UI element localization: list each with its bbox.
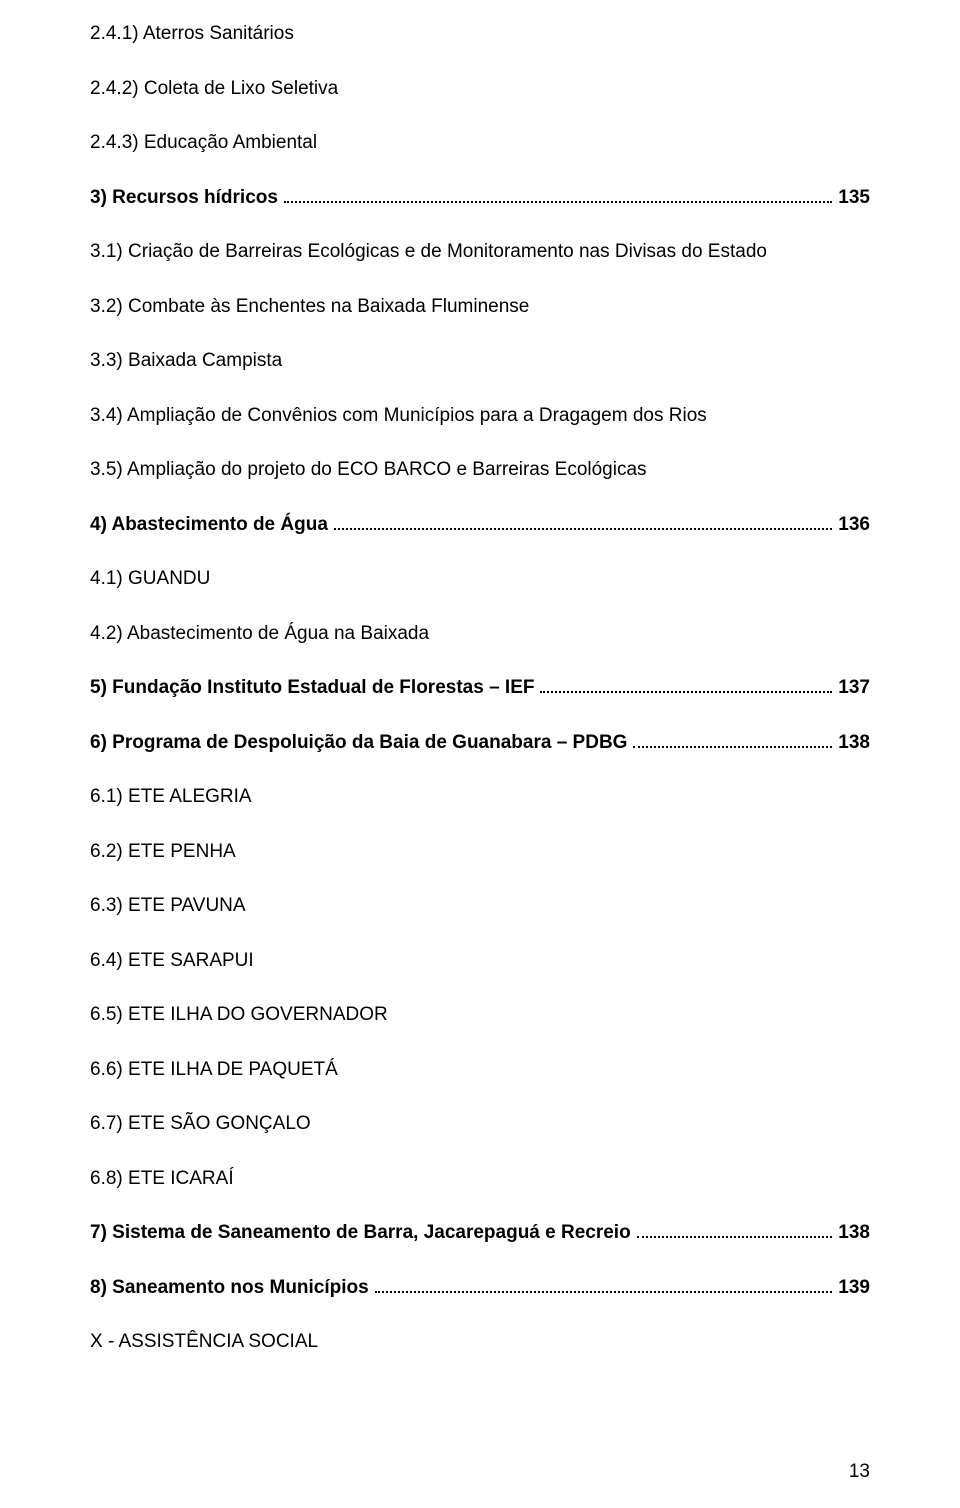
leader-dots: [375, 1291, 833, 1293]
toc-text: 2.4.3) Educação Ambiental: [90, 132, 317, 153]
toc-text: 3.5) Ampliação do projeto do ECO BARCO e…: [90, 459, 647, 480]
toc-line: 4.2) Abastecimento de Água na Baixada: [90, 620, 870, 649]
toc-page-number: 137: [838, 674, 870, 703]
leader-dots: [633, 746, 832, 748]
toc-page-number: 136: [838, 511, 870, 540]
toc-text: 4.2) Abastecimento de Água na Baixada: [90, 623, 429, 644]
toc-text: 6.1) ETE ALEGRIA: [90, 786, 252, 807]
toc-text: 3.1) Criação de Barreiras Ecológicas e d…: [90, 241, 767, 262]
toc-line-pdbg: 6) Programa de Despoluição da Baia de Gu…: [90, 729, 870, 758]
toc-text: 6.7) ETE SÃO GONÇALO: [90, 1113, 311, 1134]
toc-text: 6.6) ETE ILHA DE PAQUETÁ: [90, 1059, 338, 1080]
leader-dots: [334, 528, 832, 530]
toc-text: 6.8) ETE ICARAÍ: [90, 1168, 234, 1189]
toc-line: 3.3) Baixada Campista: [90, 347, 870, 376]
toc-line-recursos-hidricos: 3) Recursos hídricos 135: [90, 184, 870, 213]
page-number: 13: [849, 1458, 870, 1487]
toc-line: 3.1) Criação de Barreiras Ecológicas e d…: [90, 238, 870, 267]
toc-line: 6.6) ETE ILHA DE PAQUETÁ: [90, 1056, 870, 1085]
toc-page-number: 135: [838, 184, 870, 213]
toc-text: 2.4.2) Coleta de Lixo Seletiva: [90, 78, 338, 99]
toc-line-fundacao-ief: 5) Fundação Instituto Estadual de Flores…: [90, 674, 870, 703]
toc-text: 5) Fundação Instituto Estadual de Flores…: [90, 674, 534, 703]
toc-text: 3.4) Ampliação de Convênios com Municípi…: [90, 405, 707, 426]
toc-text: 4.1) GUANDU: [90, 568, 210, 589]
toc-text: X - ASSISTÊNCIA SOCIAL: [90, 1331, 318, 1352]
toc-line: 3.5) Ampliação do projeto do ECO BARCO e…: [90, 456, 870, 485]
toc-text: 6) Programa de Despoluição da Baia de Gu…: [90, 729, 627, 758]
toc-text: 3.3) Baixada Campista: [90, 350, 282, 371]
toc-page-number: 138: [838, 1219, 870, 1248]
toc-line: 6.3) ETE PAVUNA: [90, 892, 870, 921]
toc-line: 3.2) Combate às Enchentes na Baixada Flu…: [90, 293, 870, 322]
toc-text: 4) Abastecimento de Água: [90, 511, 328, 540]
leader-dots: [284, 201, 832, 203]
toc-line: 6.2) ETE PENHA: [90, 838, 870, 867]
toc-line: 6.5) ETE ILHA DO GOVERNADOR: [90, 1001, 870, 1030]
toc-line: 6.4) ETE SARAPUI: [90, 947, 870, 976]
toc-line-saneamento-barra: 7) Sistema de Saneamento de Barra, Jacar…: [90, 1219, 870, 1248]
toc-text: 3) Recursos hídricos: [90, 184, 278, 213]
toc-line-abastecimento-agua: 4) Abastecimento de Água 136: [90, 511, 870, 540]
toc-line: 2.4.3) Educação Ambiental: [90, 129, 870, 158]
document-page: 2.4.1) Aterros Sanitários 2.4.2) Coleta …: [0, 0, 960, 1508]
toc-line: X - ASSISTÊNCIA SOCIAL: [90, 1328, 870, 1357]
toc-line: 2.4.1) Aterros Sanitários: [90, 20, 870, 49]
toc-text: 7) Sistema de Saneamento de Barra, Jacar…: [90, 1219, 631, 1248]
toc-line: 4.1) GUANDU: [90, 565, 870, 594]
toc-page-number: 139: [838, 1274, 870, 1303]
toc-line: 6.7) ETE SÃO GONÇALO: [90, 1110, 870, 1139]
toc-line: 6.8) ETE ICARAÍ: [90, 1165, 870, 1194]
toc-line: 2.4.2) Coleta de Lixo Seletiva: [90, 75, 870, 104]
toc-text: 6.2) ETE PENHA: [90, 841, 236, 862]
toc-line: 6.1) ETE ALEGRIA: [90, 783, 870, 812]
toc-text: 3.2) Combate às Enchentes na Baixada Flu…: [90, 296, 529, 317]
toc-line: 3.4) Ampliação de Convênios com Municípi…: [90, 402, 870, 431]
toc-text: 6.4) ETE SARAPUI: [90, 950, 254, 971]
leader-dots: [637, 1236, 833, 1238]
toc-text: 8) Saneamento nos Municípios: [90, 1274, 369, 1303]
toc-text: 2.4.1) Aterros Sanitários: [90, 23, 294, 44]
toc-line-saneamento-municipios: 8) Saneamento nos Municípios 139: [90, 1274, 870, 1303]
toc-text: 6.5) ETE ILHA DO GOVERNADOR: [90, 1004, 388, 1025]
toc-page-number: 138: [838, 729, 870, 758]
leader-dots: [540, 691, 832, 693]
toc-text: 6.3) ETE PAVUNA: [90, 895, 246, 916]
